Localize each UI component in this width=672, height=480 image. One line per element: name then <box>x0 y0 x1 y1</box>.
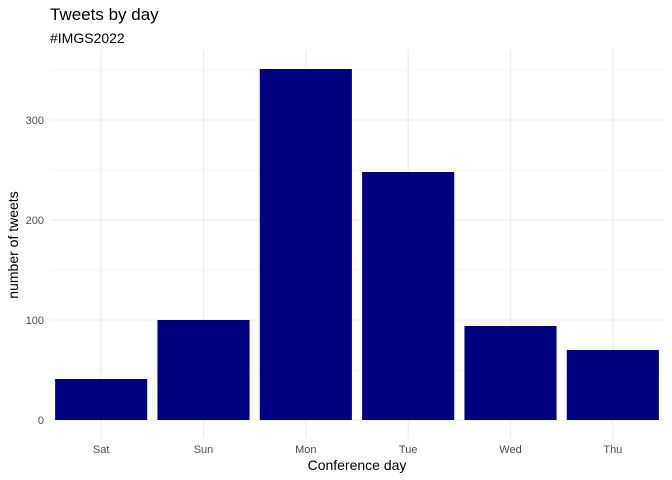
y-tick-label: 200 <box>26 215 44 227</box>
y-tick-labels: 0 100 200 300 <box>26 115 44 427</box>
y-tick-label: 0 <box>38 415 44 427</box>
x-tick-label: Mon <box>295 444 316 456</box>
y-tick-label: 300 <box>26 115 44 127</box>
bar-thu <box>566 350 659 420</box>
x-axis-title: Conference day <box>308 457 407 473</box>
x-tick-label: Wed <box>499 444 521 456</box>
chart-subtitle: #IMGS2022 <box>50 30 125 46</box>
x-tick-label: Sat <box>93 444 110 456</box>
bar-wed <box>464 326 557 420</box>
bar-sun <box>157 320 250 420</box>
x-tick-label: Sun <box>194 444 214 456</box>
y-tick-label: 100 <box>26 315 44 327</box>
x-tick-label: Tue <box>399 444 418 456</box>
bar-tue <box>362 172 455 420</box>
x-tick-label: Thu <box>603 444 622 456</box>
bar-mon <box>259 69 352 420</box>
bar-sat <box>55 379 148 420</box>
chart-title: Tweets by day <box>50 5 159 24</box>
bars <box>55 69 659 420</box>
x-tick-labels: Sat Sun Mon Tue Wed Thu <box>93 444 622 456</box>
y-axis-title: number of tweets <box>5 191 21 298</box>
